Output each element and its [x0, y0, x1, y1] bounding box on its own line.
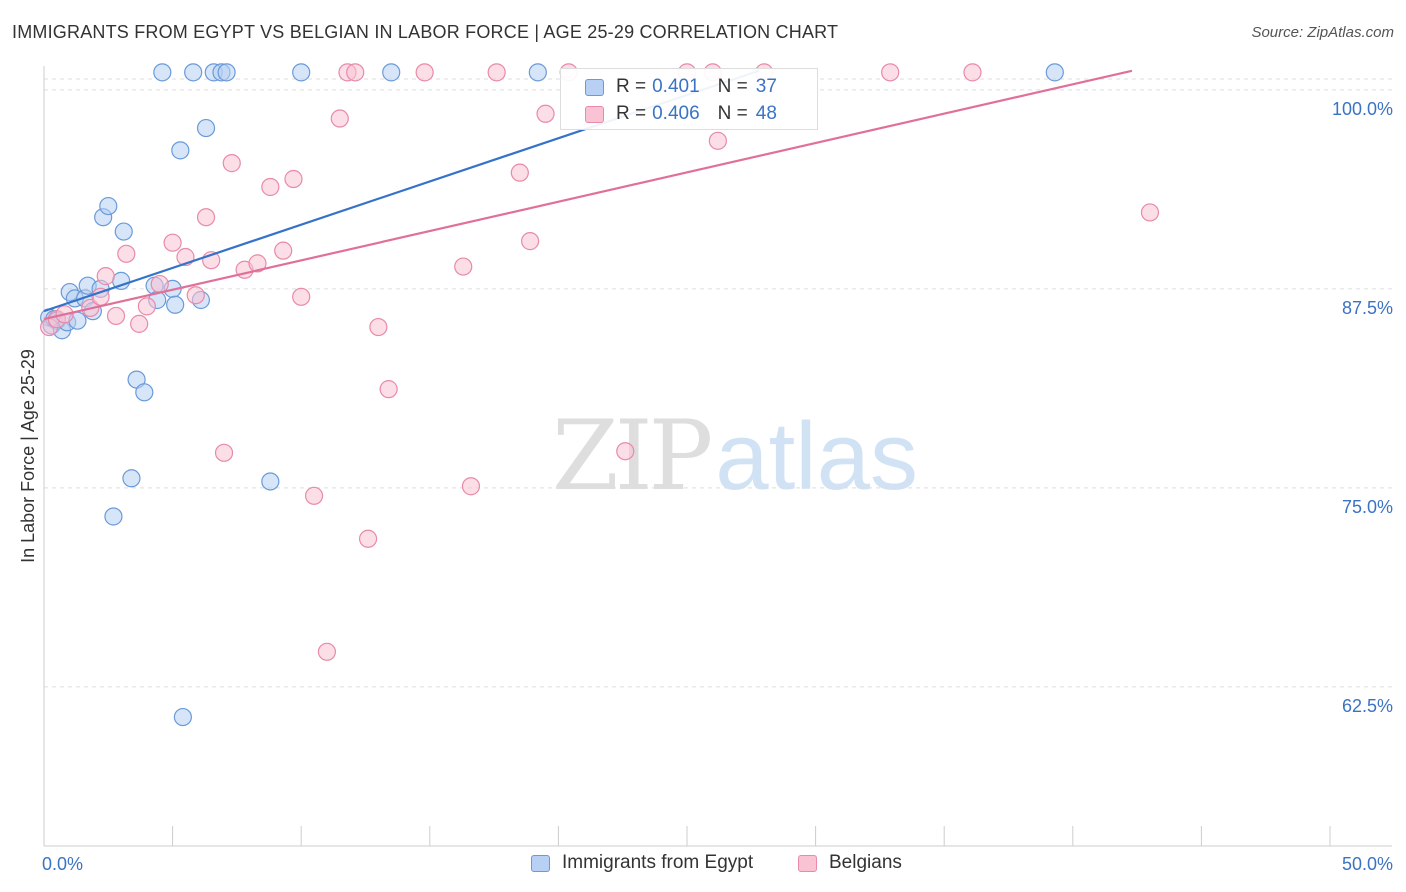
- belgian-data-point: [963, 63, 982, 82]
- belgian-data-point: [454, 257, 473, 276]
- series-legend-belgian: Belgians: [798, 852, 902, 874]
- belgian-data-point: [881, 63, 900, 82]
- y-tick-label: 87.5%: [1342, 298, 1393, 318]
- belgian-data-point: [186, 286, 205, 305]
- belgian-data-point: [163, 233, 182, 252]
- egypt-legend-swatch: [531, 854, 550, 872]
- egypt-data-point: [171, 141, 190, 160]
- belgian-data-point: [130, 314, 149, 333]
- egypt-series-points: [40, 63, 1064, 727]
- y-tick-label: 75.0%: [1342, 497, 1393, 517]
- legend-belgian-n-value: 48: [755, 103, 777, 124]
- egypt-data-point: [122, 469, 141, 488]
- egypt-data-point: [528, 63, 547, 82]
- belgian-data-point: [222, 154, 241, 173]
- belgian-data-point: [117, 244, 136, 263]
- belgian-legend-label: Belgians: [829, 852, 902, 873]
- egypt-data-point: [166, 295, 185, 314]
- belgian-data-point: [346, 63, 365, 82]
- tick-labels: 100.0% 87.5% 75.0% 62.5% 0.0% 50.0% In Labor F…: [18, 99, 1393, 874]
- legend-egypt-n-value: 37: [755, 76, 777, 97]
- belgian-legend-swatch: [798, 854, 817, 872]
- belgian-data-point: [708, 131, 727, 150]
- egypt-data-point: [173, 707, 192, 727]
- y-tick-label: 62.5%: [1342, 696, 1393, 716]
- belgian-data-point: [261, 177, 280, 197]
- belgian-data-point: [196, 208, 216, 227]
- egypt-data-point: [261, 472, 280, 491]
- chart-source: Source: ZipAtlas.com: [1251, 24, 1394, 41]
- belgian-data-point: [1140, 203, 1160, 222]
- egypt-data-point: [217, 63, 236, 82]
- egypt-data-point: [153, 63, 172, 82]
- belgian-data-point: [616, 442, 635, 461]
- belgian-swatch: [585, 105, 604, 123]
- x-tick-label-min: 0.0%: [42, 854, 83, 874]
- axes: [43, 66, 1392, 847]
- egypt-data-point: [104, 507, 123, 526]
- belgian-data-point: [379, 380, 398, 399]
- egypt-data-point: [114, 222, 133, 241]
- egypt-data-point: [184, 63, 203, 82]
- chart-title: IMMIGRANTS FROM EGYPT VS BELGIAN IN LABO…: [12, 22, 839, 42]
- belgian-data-point: [521, 232, 540, 251]
- series-legend: Immigrants from Egypt Belgians: [0, 852, 1406, 878]
- belgian-data-point: [369, 317, 388, 337]
- y-axis-title: In Labor Force | Age 25-29: [18, 349, 38, 563]
- legend-belgian-r-value: 0.406: [652, 103, 700, 124]
- grid-lines: [44, 78, 1392, 688]
- belgian-data-point: [284, 169, 303, 189]
- belgian-data-point: [292, 287, 311, 306]
- belgian-data-point: [510, 163, 529, 182]
- belgian-data-point: [214, 443, 234, 462]
- legend-egypt-r-value: 0.401: [652, 76, 700, 97]
- legend-n-label: N =: [717, 103, 748, 124]
- belgian-data-point: [304, 486, 324, 505]
- belgian-data-point: [358, 529, 378, 548]
- belgian-data-point: [274, 241, 293, 260]
- legend-row-belgian: R = 0.406 N = 48: [585, 102, 777, 126]
- belgian-data-point: [150, 274, 169, 294]
- belgian-data-point: [415, 63, 434, 82]
- belgian-data-point: [137, 297, 156, 316]
- belgian-series-points: [40, 63, 1160, 661]
- egypt-swatch: [585, 78, 604, 96]
- correlation-legend: R = 0.401 N = 37 R = 0.406 N = 48: [560, 68, 818, 130]
- legend-r-label: R =: [616, 103, 647, 124]
- egypt-data-point: [135, 383, 154, 402]
- belgian-data-point: [330, 109, 349, 128]
- belgian-data-point: [536, 104, 555, 123]
- x-tick-label-max: 50.0%: [1342, 854, 1393, 874]
- legend-r-label: R =: [616, 76, 647, 97]
- belgian-trend-line: [43, 69, 1133, 321]
- belgian-data-point: [248, 254, 267, 273]
- egypt-data-point: [99, 196, 118, 216]
- series-legend-egypt: Immigrants from Egypt: [531, 852, 753, 874]
- egypt-data-point: [196, 118, 216, 138]
- belgian-data-point: [487, 63, 506, 82]
- egypt-data-point: [1045, 63, 1064, 82]
- belgian-data-point: [317, 642, 337, 661]
- egypt-data-point: [382, 63, 401, 82]
- egypt-legend-label: Immigrants from Egypt: [562, 852, 754, 873]
- egypt-data-point: [292, 63, 311, 82]
- belgian-data-point: [96, 267, 115, 286]
- legend-row-egypt: R = 0.401 N = 37: [585, 75, 777, 99]
- legend-n-label: N =: [717, 76, 748, 97]
- y-tick-label: 100.0%: [1332, 99, 1393, 119]
- belgian-data-point: [106, 306, 126, 326]
- belgian-data-point: [461, 477, 481, 496]
